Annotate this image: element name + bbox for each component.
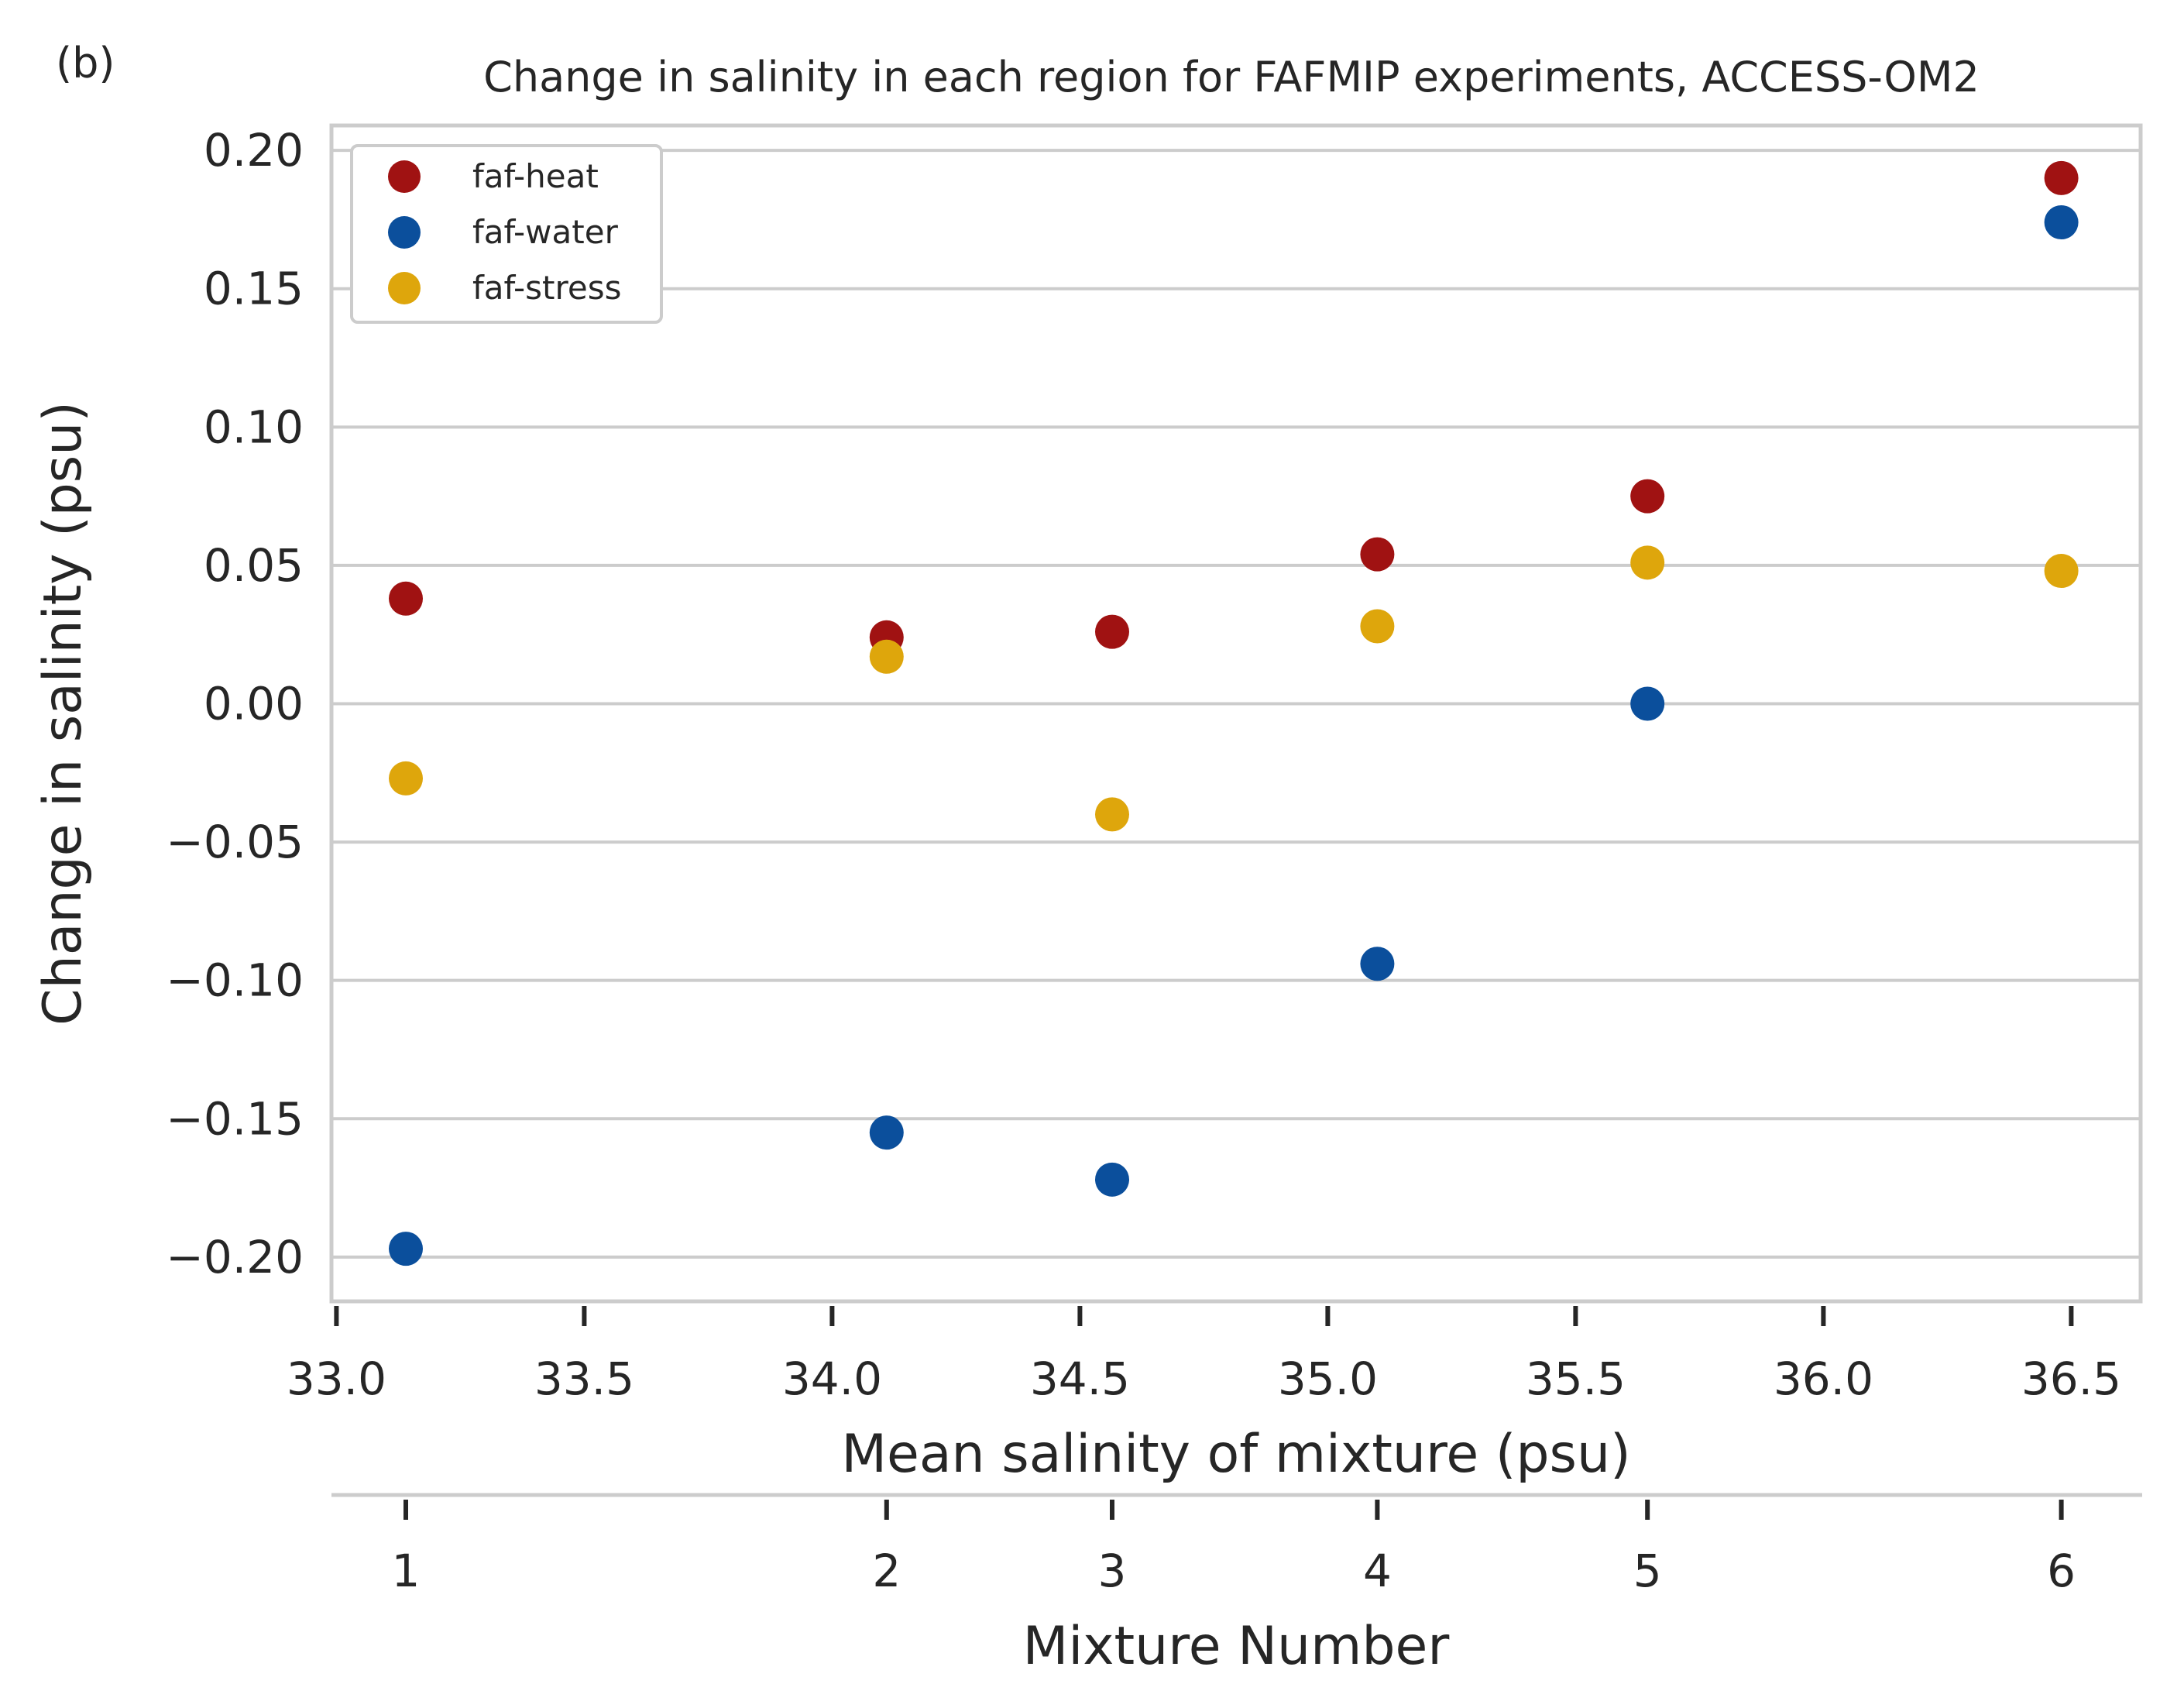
- x-tick-label: 34.5: [1030, 1352, 1130, 1405]
- legend-marker-faf-stress: [388, 272, 421, 304]
- y-tick-label: 0.20: [204, 124, 304, 177]
- data-point-faf-stress: [1095, 797, 1129, 832]
- mixture-tick-label: 5: [1633, 1545, 1662, 1597]
- secondary-x-axis-label: Mixture Number: [1023, 1616, 1450, 1677]
- data-point-faf-heat: [1630, 479, 1665, 514]
- y-tick-label: 0.05: [204, 539, 304, 592]
- y-tick-label: −0.05: [166, 816, 304, 868]
- data-point-faf-water: [1360, 947, 1395, 981]
- data-point-faf-stress: [389, 761, 423, 796]
- data-points: [389, 160, 2079, 1266]
- legend-marker-faf-water: [388, 216, 421, 249]
- legend: faf-heat faf-water faf-stress: [350, 144, 663, 324]
- data-point-faf-stress: [1360, 609, 1395, 644]
- mixture-tick-label: 3: [1098, 1545, 1127, 1597]
- x-tick-label: 36.0: [1774, 1352, 1873, 1405]
- y-tick-label: 0.00: [204, 677, 304, 730]
- data-point-faf-water: [1095, 1162, 1129, 1197]
- data-point-faf-stress: [869, 639, 904, 674]
- x-tick-label: 35.0: [1278, 1352, 1378, 1405]
- legend-label: faf-heat: [472, 157, 599, 195]
- chart-title: Change in salinity in each region for FA…: [483, 53, 1980, 101]
- data-point-faf-water: [389, 1232, 423, 1266]
- x-axis-label: Mean salinity of mixture (psu): [841, 1424, 1630, 1485]
- data-point-faf-stress: [2044, 554, 2079, 589]
- data-point-faf-heat: [1360, 537, 1395, 572]
- x-tick-label: 36.5: [2021, 1352, 2121, 1405]
- y-tick-label: 0.10: [204, 400, 304, 453]
- panel-label: (b): [56, 39, 115, 88]
- legend-label: faf-water: [472, 213, 619, 251]
- data-point-faf-water: [1630, 686, 1665, 721]
- data-point-faf-heat: [389, 581, 423, 616]
- plot-frame: [329, 123, 2143, 1304]
- mixture-tick-label: 1: [392, 1545, 421, 1597]
- data-point-faf-water: [869, 1115, 904, 1150]
- mixture-tick-label: 6: [2047, 1545, 2076, 1597]
- x-tick-label: 33.0: [287, 1352, 386, 1405]
- secondary-x-axis-ticks: 1 2 3 4 5 6: [392, 1500, 2076, 1597]
- data-point-faf-stress: [1630, 545, 1665, 580]
- y-axis-label: Change in salinity (psu): [33, 401, 94, 1026]
- data-point-faf-heat: [2044, 160, 2079, 195]
- x-axis-ticks: 33.0 33.5 34.0 34.5 35.0 35.5 36.0 36.5: [287, 1306, 2121, 1405]
- x-tick-label: 35.5: [1526, 1352, 1626, 1405]
- data-point-faf-heat: [1095, 614, 1129, 649]
- y-tick-label: −0.20: [166, 1231, 304, 1284]
- legend-label: faf-stress: [472, 269, 621, 307]
- y-tick-label: −0.10: [166, 954, 304, 1007]
- legend-box: [350, 144, 663, 324]
- legend-marker-faf-heat: [388, 160, 421, 193]
- mixture-tick-label: 2: [872, 1545, 901, 1597]
- x-tick-label: 34.0: [782, 1352, 882, 1405]
- data-point-faf-water: [2044, 205, 2079, 240]
- y-tick-label: −0.15: [166, 1092, 304, 1145]
- mixture-tick-label: 4: [1363, 1545, 1392, 1597]
- y-tick-label: 0.15: [204, 263, 304, 315]
- x-tick-label: 33.5: [534, 1352, 634, 1405]
- y-tick-labels: 0.20 0.15 0.10 0.05 0.00 −0.05 −0.10 −0.15 −0.20: [166, 124, 304, 1284]
